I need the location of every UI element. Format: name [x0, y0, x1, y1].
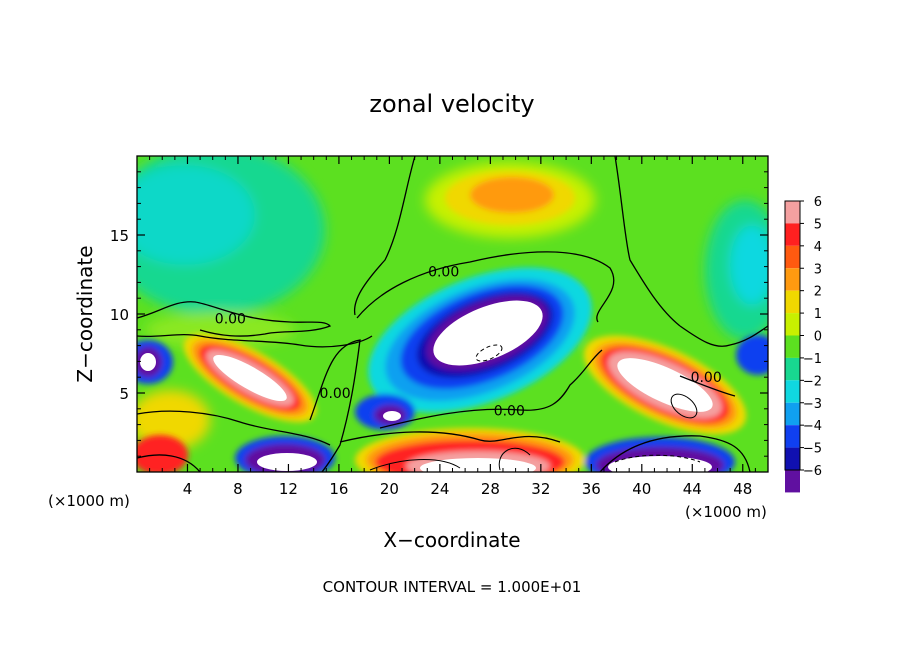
colorbar-tick-label: 1 — [814, 307, 822, 322]
x-axis: 4 8 12 16 20 24 28 32 36 40 44 48 — [149, 156, 756, 498]
x-tick-label: 16 — [329, 480, 348, 498]
colorbar-tick-label: −2 — [803, 374, 822, 389]
colorbar-swatch — [785, 290, 800, 314]
colorbar-tick-label: −5 — [803, 442, 822, 457]
colorbar-swatch — [785, 335, 800, 358]
colorbar-tick-label: 5 — [814, 217, 822, 232]
colorbar-swatch — [785, 380, 800, 403]
colorbar-swatch — [785, 402, 800, 426]
colorbar-swatch — [785, 313, 800, 336]
x-tick-label: 48 — [733, 480, 752, 498]
contour-label: 0.00 — [494, 403, 525, 419]
colorbar-tick-label: −6 — [803, 464, 822, 479]
colorbar-swatch — [785, 223, 800, 246]
colorbar-swatch — [785, 268, 800, 291]
contour-label: 0.00 — [215, 312, 246, 328]
x-tick-label: 24 — [430, 480, 449, 498]
colorbar-swatch — [785, 447, 800, 470]
velocity-field: 0.00 0.00 0.00 0.00 0.00 — [137, 156, 768, 472]
x-unit-left: (×1000 m) — [48, 492, 130, 510]
contour-label: 0.00 — [320, 386, 351, 402]
x-unit-right: (×1000 m) — [685, 503, 767, 521]
colorbar-tick-label: 3 — [814, 262, 822, 277]
contour-label: 0.00 — [691, 370, 722, 386]
y-tick-label: 10 — [110, 306, 129, 324]
colorbar-tick-label: 4 — [814, 240, 822, 255]
x-tick-label: 20 — [380, 480, 399, 498]
chart-title: zonal velocity — [369, 90, 534, 118]
colorbar: 6 5 4 3 2 1 0 −1 −2 −3 −4 −5 −6 — [784, 195, 822, 493]
colorbar-tick-label: 6 — [814, 195, 822, 210]
x-tick-label: 8 — [233, 480, 243, 498]
colorbar-swatch — [785, 470, 800, 493]
contour-label: 0.00 — [428, 264, 459, 280]
colorbar-tick-label: −4 — [803, 419, 822, 434]
y-axis: 5 10 15 — [110, 171, 768, 457]
colorbar-tick-label: −3 — [803, 397, 822, 412]
colorbar-swatch — [785, 245, 800, 269]
x-tick-label: 12 — [279, 480, 298, 498]
y-axis-label: Z−coordinate — [73, 245, 97, 382]
x-tick-label: 40 — [632, 480, 651, 498]
x-tick-label: 4 — [183, 480, 193, 498]
colorbar-tick-label: 0 — [814, 330, 822, 345]
colorbar-tick-label: 2 — [814, 285, 822, 300]
colorbar-swatch — [785, 201, 800, 224]
x-tick-label: 32 — [531, 480, 550, 498]
x-tick-label: 28 — [481, 480, 500, 498]
contour-interval-note: CONTOUR INTERVAL = 1.000E+01 — [323, 578, 582, 596]
x-axis-label: X−coordinate — [383, 528, 520, 552]
y-tick-label: 15 — [110, 227, 129, 245]
colorbar-swatch — [785, 425, 800, 448]
zero-contours — [137, 156, 768, 472]
x-tick-label: 44 — [683, 480, 702, 498]
colorbar-tick-label: −1 — [803, 352, 822, 367]
contour-labels: 0.00 0.00 0.00 0.00 0.00 — [215, 264, 722, 419]
colorbar-swatch — [785, 357, 800, 381]
y-tick-label: 5 — [119, 385, 129, 403]
x-tick-label: 36 — [582, 480, 601, 498]
